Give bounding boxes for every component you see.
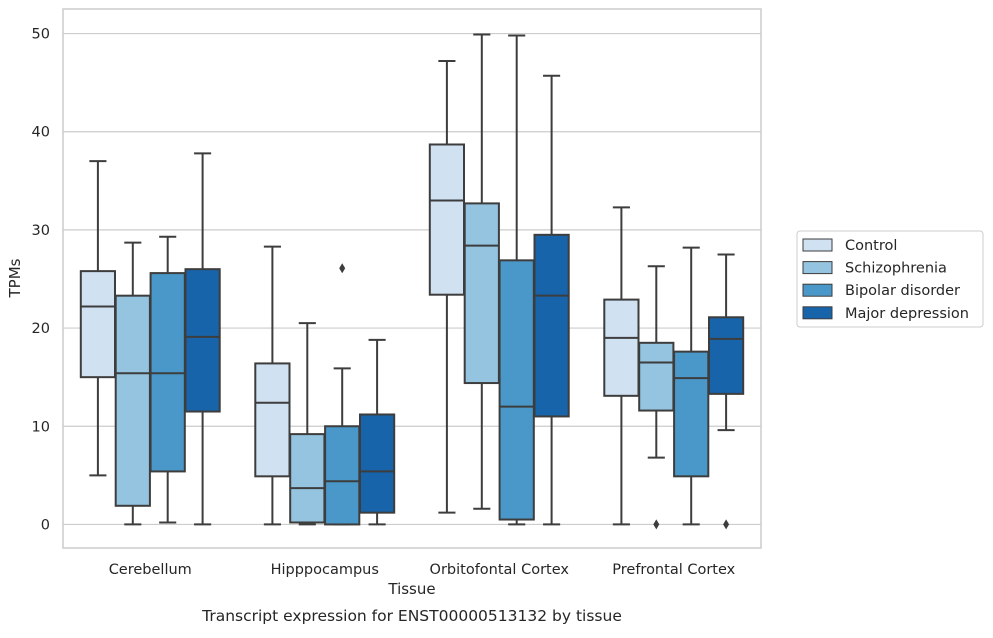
box-iqr [498, 259, 535, 521]
box-iqr [79, 270, 117, 379]
box-schizophrenia [463, 33, 500, 510]
box-iqr [114, 294, 151, 507]
box-iqr [707, 316, 745, 395]
box-control [254, 245, 291, 526]
x-tick-labels: Cerebellum Hipppocampus Orbitofontal Corte… [109, 562, 736, 578]
box-major-depression [707, 253, 745, 530]
box-iqr [463, 202, 500, 385]
legend-label: Schizophrenia [845, 261, 947, 277]
box-schizophrenia [114, 241, 151, 526]
box-schizophrenia [638, 265, 675, 530]
box-iqr [533, 233, 570, 418]
legend: Control Schizophrenia Bipolar disorder Majo… [796, 230, 984, 328]
box-major-depression [184, 152, 221, 526]
y-tick-label: 10 [32, 419, 50, 435]
y-tick-label: 50 [32, 27, 50, 43]
x-tick-label: Orbitofontal Cortex [430, 562, 570, 578]
box-schizophrenia [289, 322, 326, 526]
box-bipolar-disorder [149, 235, 186, 524]
y-tick-label: 20 [32, 321, 50, 337]
outlier-point [653, 519, 660, 530]
chart-title: Transcript expression for ENST0000051313… [201, 607, 622, 625]
box-control [603, 206, 640, 526]
box-iqr [184, 268, 221, 413]
y-tick-label: 40 [32, 125, 50, 141]
box-iqr [673, 350, 710, 478]
box-bipolar-disorder [673, 246, 710, 526]
box-iqr [358, 413, 396, 514]
legend-swatch [802, 283, 833, 297]
x-tick-label: Hipppocampus [271, 562, 379, 578]
x-axis-label: Tissue [387, 580, 435, 598]
y-tick-labels: 0 10 20 30 40 50 [32, 27, 50, 534]
outlier-point [339, 263, 346, 274]
box-iqr [254, 362, 291, 478]
box-control [79, 160, 117, 477]
y-axis-label: TPMs [6, 258, 24, 298]
outlier-point [723, 519, 730, 530]
box-iqr [603, 298, 640, 397]
boxes [79, 33, 745, 530]
legend-label: Major depression [845, 306, 969, 322]
box-iqr [324, 425, 361, 526]
legend-frame [796, 230, 984, 328]
x-tick-label: Prefrontal Cortex [612, 562, 735, 578]
box-control [428, 60, 466, 514]
box-major-depression [533, 74, 570, 526]
legend-label: Bipolar disorder [845, 283, 960, 299]
x-tick-label: Cerebellum [109, 562, 192, 578]
box-iqr [638, 341, 675, 412]
y-tick-label: 0 [41, 517, 50, 533]
legend-swatch [802, 238, 833, 252]
y-tick-label: 30 [32, 223, 50, 239]
legend-swatch [802, 261, 833, 275]
box-bipolar-disorder [324, 263, 361, 526]
legend-label: Control [845, 238, 897, 254]
legend-swatch [802, 306, 833, 320]
box-iqr [289, 433, 326, 524]
box-major-depression [358, 338, 396, 526]
box-iqr [428, 143, 466, 296]
